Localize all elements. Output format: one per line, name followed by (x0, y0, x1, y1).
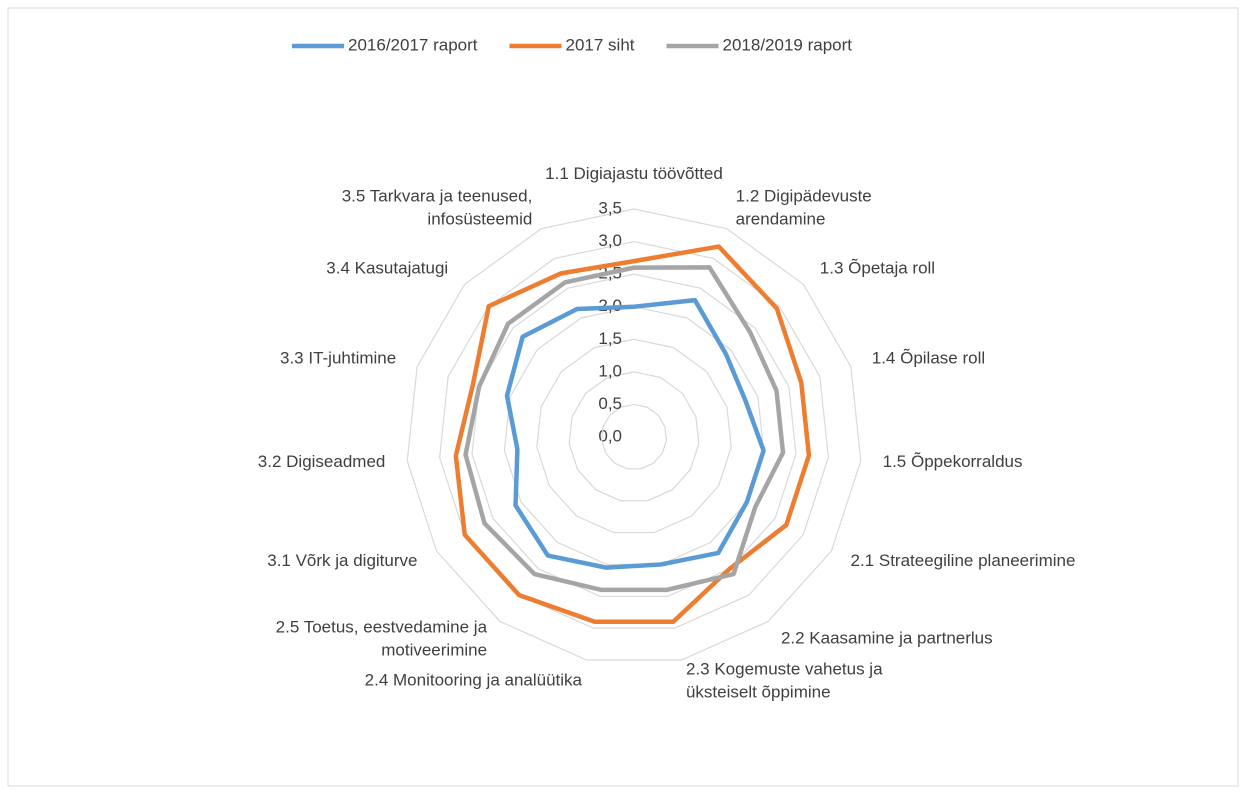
category-label: 2.5 Toetus, eestvedamine ja motiveerimine (276, 618, 488, 660)
grid-ring (568, 371, 700, 502)
r-tick-label: 1,0 (598, 361, 622, 380)
chart-frame (7, 7, 1239, 787)
category-label: 2.2 Kaasamine ja partnerlus (781, 629, 993, 648)
r-tick-label: 0,0 (598, 426, 622, 445)
category-label: 3.1 Võrk ja digiturve (267, 551, 417, 570)
category-label: 2.4 Monitooring ja analüütika (365, 671, 583, 690)
category-label: 3.2 Digiseadmed (258, 453, 386, 472)
category-label: 2.1 Strateegiline planeerimine (851, 551, 1076, 570)
grid-ring (600, 403, 668, 470)
grid-ring (471, 273, 797, 597)
series-line (504, 297, 766, 570)
r-tick-label: 1,5 (598, 329, 622, 348)
series-line (463, 265, 786, 593)
category-label: 2.3 Kogemuste vahetus ja üksteiselt õppim… (686, 660, 883, 702)
category-label: 1.5 Õppekorraldus (883, 453, 1023, 472)
grid-ring (536, 338, 732, 534)
category-label: 3.4 Kasutajatugi (326, 259, 448, 278)
grid-ring (439, 240, 829, 629)
legend-label: 2018/2019 raport (723, 35, 853, 54)
r-tick-label: 0,5 (598, 394, 622, 413)
category-label: 3.3 IT-juhtimine (280, 349, 396, 368)
category-label: 1.1 Digiajastu töövõtted (545, 164, 723, 183)
grid-ring (406, 208, 862, 661)
category-label: 1.4 Õpilase roll (872, 349, 985, 368)
category-label: 1.3 Õpetaja roll (820, 259, 935, 278)
legend-label: 2016/2017 raport (348, 35, 478, 54)
legend-label: 2017 siht (566, 35, 635, 54)
category-label: 3.5 Tarkvara ja teenused, infosüsteemid (342, 187, 533, 229)
series-line (453, 244, 812, 625)
r-tick-label: 3,5 (598, 198, 622, 217)
category-label: 1.2 Digipädevuste arendamine (736, 187, 872, 229)
r-tick-label: 3,0 (598, 231, 622, 250)
